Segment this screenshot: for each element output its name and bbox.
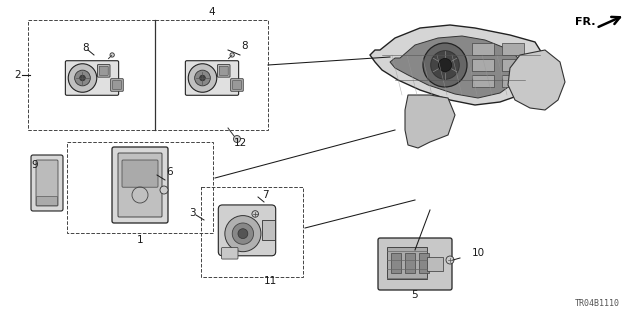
FancyBboxPatch shape [36, 160, 58, 206]
FancyBboxPatch shape [218, 205, 276, 256]
FancyBboxPatch shape [186, 61, 239, 95]
FancyBboxPatch shape [118, 153, 162, 217]
Bar [419, 253, 429, 273]
FancyBboxPatch shape [113, 80, 122, 89]
Circle shape [200, 75, 205, 81]
FancyBboxPatch shape [231, 79, 243, 91]
Bar [472, 59, 494, 71]
Bar [502, 43, 524, 55]
Text: 9: 9 [32, 160, 38, 170]
FancyBboxPatch shape [36, 197, 58, 205]
Text: 8: 8 [242, 41, 248, 51]
Circle shape [110, 53, 115, 57]
FancyBboxPatch shape [97, 65, 110, 77]
Text: 8: 8 [83, 43, 90, 53]
FancyBboxPatch shape [232, 80, 241, 89]
Bar [427, 257, 443, 271]
Polygon shape [405, 95, 455, 148]
Bar [472, 75, 494, 87]
Circle shape [438, 58, 452, 71]
FancyBboxPatch shape [378, 238, 452, 290]
FancyBboxPatch shape [65, 61, 118, 95]
Text: 3: 3 [189, 208, 195, 218]
Circle shape [68, 64, 97, 92]
FancyBboxPatch shape [112, 147, 168, 223]
Circle shape [230, 53, 234, 57]
Text: 1: 1 [137, 235, 143, 245]
Circle shape [446, 256, 454, 264]
Text: 11: 11 [264, 276, 276, 286]
Bar [67, 142, 213, 233]
FancyBboxPatch shape [99, 66, 108, 75]
Circle shape [75, 70, 90, 86]
Polygon shape [508, 50, 565, 110]
Bar [155, 20, 268, 130]
Text: 12: 12 [234, 138, 246, 148]
Bar [502, 59, 524, 71]
Bar [201, 187, 303, 277]
Circle shape [423, 43, 467, 87]
Text: 10: 10 [472, 248, 484, 258]
Polygon shape [370, 25, 545, 105]
Circle shape [160, 186, 168, 194]
Text: FR.: FR. [575, 17, 595, 27]
Bar [387, 247, 427, 279]
FancyBboxPatch shape [221, 248, 238, 259]
Text: TR04B1110: TR04B1110 [575, 299, 620, 308]
Polygon shape [390, 36, 522, 98]
Circle shape [252, 211, 259, 217]
FancyBboxPatch shape [218, 65, 230, 77]
Circle shape [431, 51, 460, 79]
Circle shape [188, 64, 217, 92]
FancyBboxPatch shape [220, 66, 228, 75]
Circle shape [195, 70, 211, 86]
Circle shape [232, 223, 253, 244]
Bar [391, 253, 401, 273]
Circle shape [238, 229, 248, 239]
FancyBboxPatch shape [111, 79, 124, 91]
Bar [405, 253, 415, 273]
Text: 5: 5 [412, 290, 419, 300]
Bar [502, 75, 524, 87]
FancyBboxPatch shape [122, 160, 158, 187]
Circle shape [79, 75, 85, 81]
Circle shape [234, 136, 241, 143]
Text: 4: 4 [209, 7, 215, 17]
Circle shape [225, 216, 261, 252]
Text: 7: 7 [262, 190, 268, 200]
Text: 6: 6 [166, 167, 173, 177]
Bar [262, 220, 275, 240]
FancyBboxPatch shape [31, 155, 63, 211]
Text: 2: 2 [15, 70, 21, 80]
Bar [28, 20, 155, 130]
Bar [472, 43, 494, 55]
